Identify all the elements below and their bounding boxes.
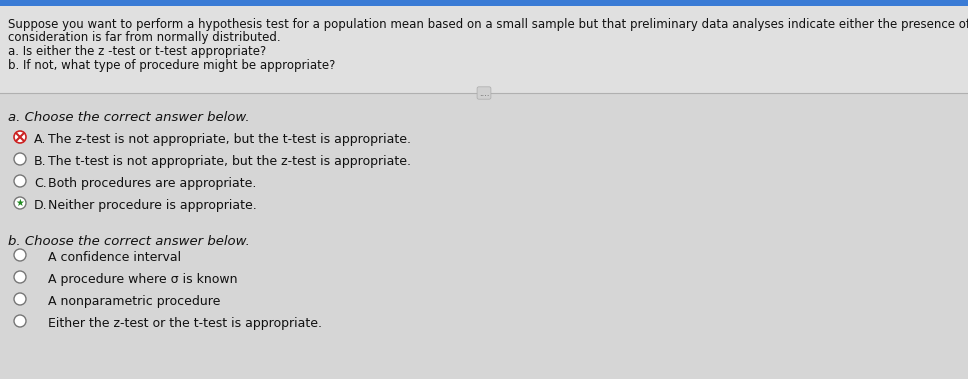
Circle shape [14, 153, 26, 165]
Circle shape [14, 197, 26, 209]
Bar [0, 0, 968, 6]
Text: Both procedures are appropriate.: Both procedures are appropriate. [48, 177, 257, 190]
Text: b. If not, what type of procedure might be appropriate?: b. If not, what type of procedure might … [8, 58, 335, 72]
Text: Neither procedure is appropriate.: Neither procedure is appropriate. [48, 199, 257, 212]
Text: ....: .... [479, 89, 489, 97]
Text: A.: A. [34, 133, 46, 146]
Text: b. Choose the correct answer below.: b. Choose the correct answer below. [8, 235, 250, 248]
Circle shape [14, 249, 26, 261]
Circle shape [14, 315, 26, 327]
Text: consideration is far from normally distributed.: consideration is far from normally distr… [8, 31, 281, 44]
Text: B.: B. [34, 155, 46, 168]
Text: ★: ★ [15, 198, 24, 208]
Circle shape [14, 271, 26, 283]
Text: The z-test is not appropriate, but the t-test is appropriate.: The z-test is not appropriate, but the t… [48, 133, 411, 146]
Circle shape [14, 293, 26, 305]
Text: D.: D. [34, 199, 47, 212]
Circle shape [14, 175, 26, 187]
Text: a. Is either the z -test or t-test appropriate?: a. Is either the z -test or t-test appro… [8, 45, 266, 58]
Text: Suppose you want to perform a hypothesis test for a population mean based on a s: Suppose you want to perform a hypothesis… [8, 18, 968, 31]
Text: C.: C. [34, 177, 46, 190]
Circle shape [14, 131, 26, 143]
Text: The t-test is not appropriate, but the z-test is appropriate.: The t-test is not appropriate, but the z… [48, 155, 411, 168]
Text: A confidence interval: A confidence interval [48, 251, 181, 264]
Text: a. Choose the correct answer below.: a. Choose the correct answer below. [8, 111, 250, 124]
Text: Either the z-test or the t-test is appropriate.: Either the z-test or the t-test is appro… [48, 317, 322, 330]
Text: A nonparametric procedure: A nonparametric procedure [48, 295, 221, 308]
Bar [0, 0, 968, 93]
Text: A procedure where σ is known: A procedure where σ is known [48, 273, 237, 286]
